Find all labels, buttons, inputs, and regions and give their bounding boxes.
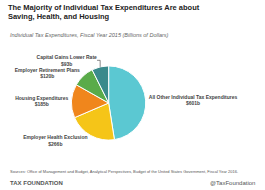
svg-text:Sources: Office of Management: Sources: Office of Management and Budget… bbox=[10, 169, 238, 174]
svg-text:Employer Health Exclusion$266b: Employer Health Exclusion$266b bbox=[23, 134, 87, 147]
svg-text:Capital Gains Lower Rate$93b: Capital Gains Lower Rate$93b bbox=[37, 54, 98, 67]
svg-text:Individual Tax Expenditures, F: Individual Tax Expenditures, Fiscal Year… bbox=[10, 32, 169, 38]
svg-text:Employer Retirement Plans$120b: Employer Retirement Plans$120b bbox=[15, 67, 80, 80]
svg-text:@TaxFoundation: @TaxFoundation bbox=[210, 180, 255, 186]
svg-text:Housing Expenditures$185b: Housing Expenditures$185b bbox=[15, 95, 68, 108]
svg-text:The Majority of Individual Tax: The Majority of Individual Tax Expenditu… bbox=[8, 3, 200, 22]
svg-text:TAX FOUNDATION: TAX FOUNDATION bbox=[10, 180, 63, 186]
svg-text:All Other Individual Tax Expen: All Other Individual Tax Expenditures$60… bbox=[149, 94, 238, 107]
